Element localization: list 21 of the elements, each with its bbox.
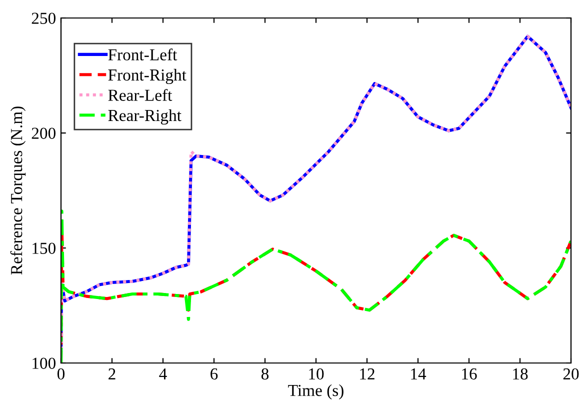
x-tick-label: 18 <box>513 368 528 380</box>
legend-label: Rear-Right <box>108 109 182 125</box>
x-tick-label: 16 <box>462 368 477 380</box>
x-tick-label: 8 <box>261 368 269 380</box>
y-tick-label: 250 <box>32 12 56 24</box>
x-tick-label: 0 <box>57 368 65 380</box>
x-tick-label: 10 <box>309 368 324 380</box>
x-tick-label: 6 <box>210 368 218 380</box>
y-tick-label: 100 <box>32 358 56 369</box>
x-tick-label: 20 <box>563 368 579 380</box>
y-axis-title: Reference Torques (N.m) <box>10 106 26 275</box>
legend-label: Rear-Left <box>108 88 172 101</box>
y-tick-label: 200 <box>32 128 56 139</box>
legend-label: Front-Right <box>108 68 186 84</box>
x-tick-label: 12 <box>360 368 374 380</box>
x-tick-label: 2 <box>108 368 116 380</box>
x-tick-label: 14 <box>411 368 426 380</box>
x-axis-title: Time (s) <box>288 384 344 400</box>
y-tick-label: 150 <box>32 242 56 254</box>
x-tick-label: 4 <box>159 368 167 380</box>
legend-label: Front-Left <box>108 48 178 60</box>
